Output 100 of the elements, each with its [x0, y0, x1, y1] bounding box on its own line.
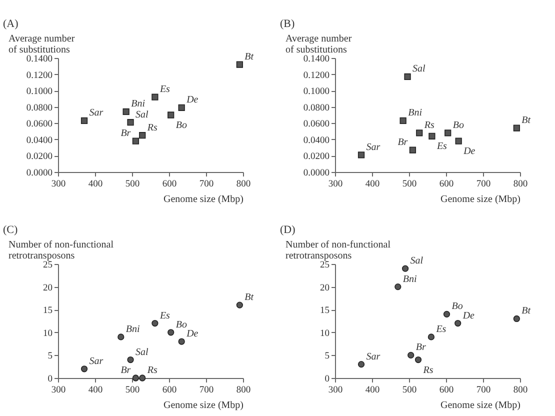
x-axis-title: Genome size (Mbp) — [164, 400, 244, 411]
point — [236, 302, 243, 308]
y-tick-label: 0.0200 — [26, 152, 53, 162]
annotation: Bt — [522, 306, 531, 317]
annotation: Sal — [136, 109, 149, 120]
x-tick-label: 500 — [402, 386, 417, 396]
annotation: De — [186, 94, 199, 106]
y-tick-label: 0.1200 — [26, 70, 53, 81]
chart-title: (B) — [280, 18, 295, 30]
annotation: Sar — [89, 356, 104, 367]
x-axis-title: Genome size (Mbp) — [440, 400, 520, 411]
annotation: Bni — [126, 324, 140, 335]
x-tick-label: 300 — [51, 386, 66, 396]
annotation: Bt — [522, 115, 531, 126]
annotation: Bo — [452, 301, 463, 312]
point — [394, 283, 402, 290]
x-tick-label: 600 — [439, 180, 454, 190]
y-tick-label: 0.1200 — [303, 70, 330, 81]
annotation: Bni — [402, 274, 418, 285]
y-tick-label: 25 — [43, 260, 53, 270]
annotation: Sal — [412, 64, 426, 75]
x-tick-label: 400 — [365, 386, 380, 396]
point — [132, 374, 140, 382]
annotation: De — [186, 328, 199, 340]
chart-title: (C) — [3, 224, 18, 236]
annotation: Rs — [146, 122, 158, 134]
y-tick-label: 5 — [48, 352, 53, 362]
point — [358, 152, 365, 158]
point — [152, 320, 158, 327]
point — [178, 338, 185, 345]
x-tick-label: 500 — [125, 180, 140, 190]
annotation: Sal — [136, 346, 149, 358]
x-tick-label: 500 — [125, 386, 140, 396]
point — [168, 329, 174, 336]
chart-title: (A) — [3, 18, 19, 30]
annotation: Bo — [176, 120, 187, 131]
point — [127, 356, 134, 364]
point — [443, 310, 450, 318]
point — [408, 352, 414, 359]
annotation: Rs — [146, 365, 158, 376]
x-tick-label: 600 — [162, 180, 177, 190]
y-axis-title: Average number of substitutions — [8, 34, 76, 56]
point — [152, 94, 158, 100]
y-tick-label: 5 — [324, 352, 330, 362]
point — [122, 108, 130, 116]
y-tick-label: 15 — [43, 306, 53, 316]
point — [428, 334, 435, 340]
y-tick-label: 0.1000 — [26, 87, 53, 98]
point — [416, 130, 423, 136]
y-tick-label: 0.0000 — [303, 168, 330, 178]
annotation: Bt — [244, 292, 254, 304]
annotation: Br — [416, 342, 426, 354]
x-tick-label: 300 — [51, 180, 66, 190]
annotation: Rs — [422, 364, 434, 376]
x-tick-label: 800 — [513, 386, 528, 396]
x-tick-label: 800 — [236, 386, 251, 396]
point — [127, 119, 134, 126]
annotation: Sar — [366, 142, 380, 153]
point — [454, 320, 462, 327]
point — [409, 146, 416, 154]
annotation: De — [462, 310, 476, 322]
point — [118, 334, 124, 340]
annotation: Rs — [423, 120, 434, 131]
annotation: Es — [158, 84, 170, 96]
point — [513, 124, 520, 132]
annotation: Sal — [410, 256, 424, 267]
y-tick-label: 15 — [320, 306, 330, 316]
point — [80, 117, 88, 124]
y-tick-label: 0.0000 — [26, 168, 53, 178]
point — [513, 315, 520, 322]
x-tick-label: 700 — [476, 386, 491, 396]
point — [358, 361, 365, 368]
point — [404, 73, 411, 80]
point — [414, 356, 422, 364]
x-axis-title: Genome size (Mbp) — [440, 194, 520, 205]
annotation: Bni — [131, 98, 146, 110]
annotation: Sar — [366, 351, 380, 362]
point — [168, 112, 174, 118]
y-tick-label: 0.0200 — [303, 152, 330, 162]
point — [80, 366, 88, 372]
point — [455, 138, 462, 144]
y-tick-label: 0 — [48, 374, 53, 384]
y-tick-label: 0.0400 — [26, 136, 53, 146]
x-tick-label: 600 — [439, 386, 454, 396]
x-tick-label: 400 — [88, 386, 103, 396]
x-tick-label: 700 — [199, 386, 214, 396]
x-axis-title: Genome size (Mbp) — [164, 194, 244, 205]
annotation: Bt — [244, 52, 254, 63]
y-tick-label: 0.1400 — [26, 54, 53, 64]
point — [400, 117, 406, 124]
x-tick-label: 500 — [402, 180, 417, 190]
y-tick-label: 20 — [320, 283, 330, 294]
point — [139, 374, 146, 382]
annotation: Bo — [176, 319, 187, 330]
chart-title: (D) — [280, 224, 296, 236]
y-tick-label: 0.0800 — [26, 103, 53, 114]
y-axis-title: Average number of substitutions — [286, 34, 352, 56]
annotation: Bo — [452, 120, 464, 131]
annotation: Sar — [89, 108, 104, 119]
y-tick-label: 10 — [43, 328, 53, 339]
